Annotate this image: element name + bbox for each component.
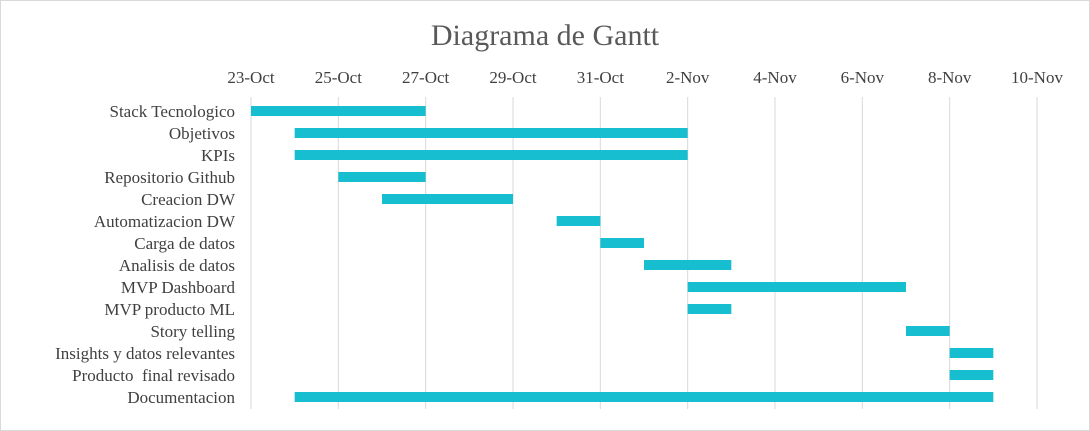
x-tick-label: 23-Oct (227, 68, 274, 87)
task-label: Repositorio Github (104, 168, 235, 187)
x-tick-label: 8-Nov (928, 68, 972, 87)
task-bar (906, 326, 950, 336)
y-axis-category-labels: Stack Tecnologico Objetivos KPIs Repositori… (55, 102, 236, 407)
chart-title: Diagrama de Gantt (431, 19, 660, 52)
task-label: Objetivos (169, 124, 235, 143)
task-bar (338, 172, 426, 182)
task-bar (294, 392, 994, 402)
task-label: Automatizacion DW (94, 212, 236, 231)
task-label: Analisis de datos (119, 256, 235, 275)
x-tick-label: 6-Nov (841, 68, 885, 87)
task-bar (644, 260, 732, 270)
task-bar (687, 304, 732, 314)
x-tick-label: 25-Oct (315, 68, 362, 87)
task-bar (949, 348, 994, 358)
task-bar (294, 150, 688, 160)
x-tick-label: 4-Nov (753, 68, 797, 87)
task-bar (600, 238, 644, 248)
x-tick-label: 29-Oct (489, 68, 536, 87)
x-tick-label: 27-Oct (402, 68, 449, 87)
task-bar (382, 194, 513, 204)
task-label: MVP Dashboard (121, 278, 236, 297)
gridlines (250, 97, 1038, 409)
task-bars (251, 106, 994, 402)
task-bar (251, 106, 426, 116)
x-tick-label: 10-Nov (1011, 68, 1063, 87)
x-tick-label: 2-Nov (666, 68, 710, 87)
x-tick-label: 31-Oct (577, 68, 624, 87)
task-label: MVP producto ML (104, 300, 235, 319)
x-axis-tick-labels: 23-Oct 25-Oct 27-Oct 29-Oct 31-Oct 2-Nov 4-Nov… (227, 68, 1063, 87)
task-bar (687, 282, 906, 292)
task-label: Stack Tecnologico (110, 102, 236, 121)
task-bar (556, 216, 601, 226)
task-bar (294, 128, 688, 138)
task-label: Story telling (150, 322, 235, 341)
task-label: Documentacion (127, 388, 235, 407)
task-label: Carga de datos (134, 234, 235, 253)
task-label: Creacion DW (141, 190, 236, 209)
task-label: Insights y datos relevantes (55, 344, 235, 363)
task-label: Producto final revisado (72, 366, 235, 385)
task-label: KPIs (201, 146, 235, 165)
task-bar (949, 370, 994, 380)
